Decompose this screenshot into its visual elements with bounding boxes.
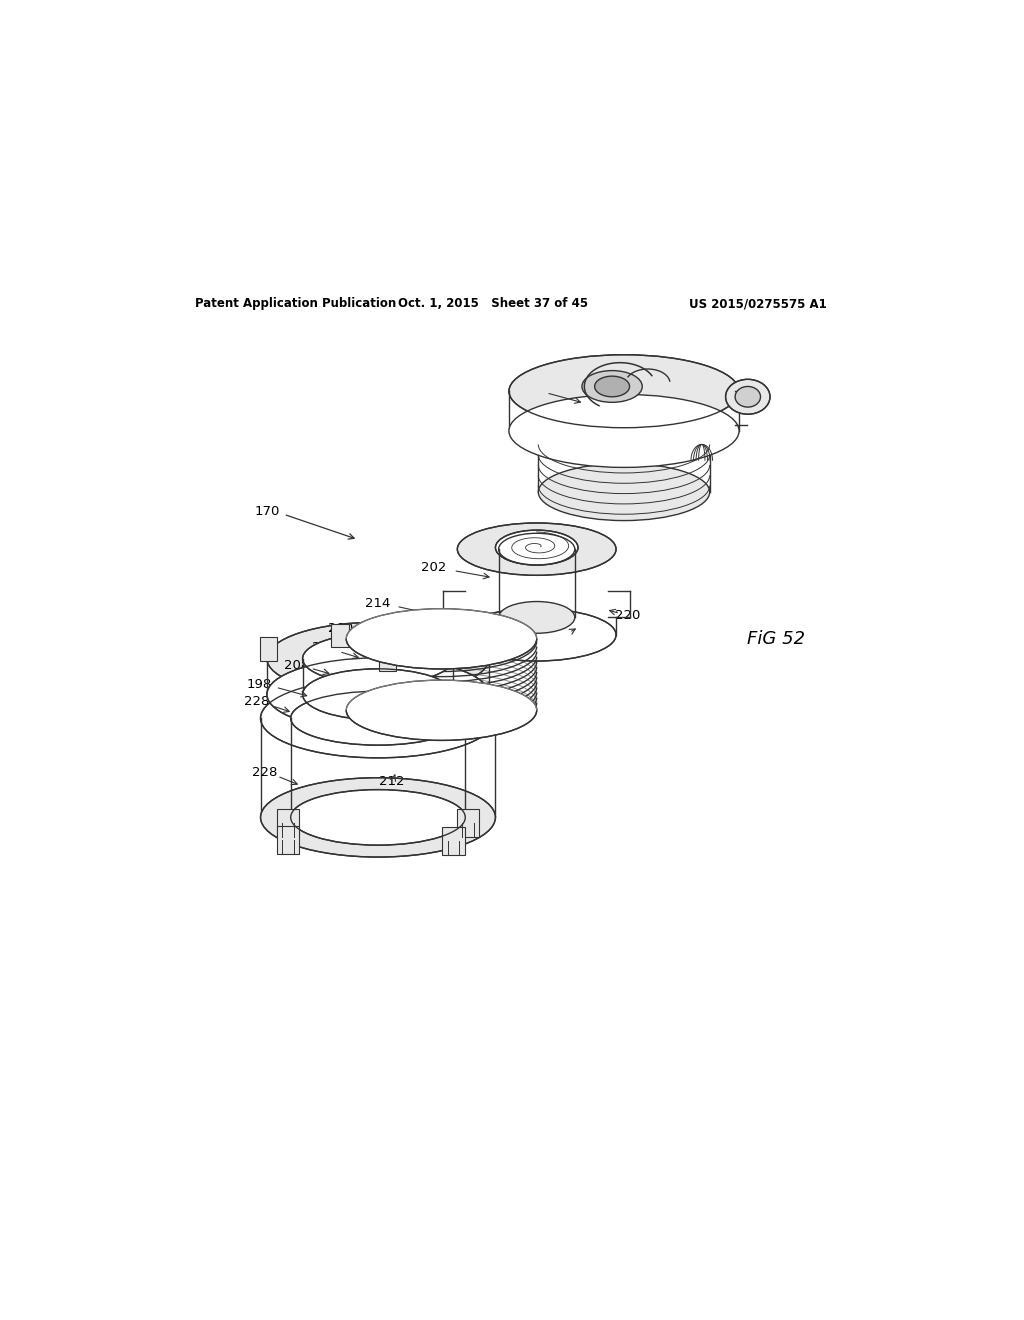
Ellipse shape	[458, 523, 616, 576]
Ellipse shape	[260, 678, 496, 758]
Ellipse shape	[458, 609, 616, 661]
Text: 210: 210	[312, 642, 338, 653]
Polygon shape	[276, 809, 299, 837]
Text: 198: 198	[247, 677, 271, 690]
Ellipse shape	[735, 387, 761, 407]
Ellipse shape	[499, 602, 574, 634]
Polygon shape	[457, 809, 479, 837]
Text: 170: 170	[254, 506, 280, 519]
Ellipse shape	[509, 355, 739, 428]
Text: 228: 228	[252, 766, 278, 779]
Text: 228: 228	[244, 696, 269, 708]
Ellipse shape	[346, 609, 537, 669]
Text: 202: 202	[421, 561, 446, 574]
Polygon shape	[260, 638, 278, 661]
Text: 206: 206	[480, 714, 506, 727]
Ellipse shape	[291, 789, 465, 845]
Ellipse shape	[499, 533, 574, 565]
Ellipse shape	[582, 371, 642, 403]
Ellipse shape	[346, 680, 537, 741]
Polygon shape	[331, 623, 349, 647]
Ellipse shape	[595, 376, 630, 397]
Text: 220: 220	[615, 609, 641, 622]
Ellipse shape	[496, 531, 578, 565]
Polygon shape	[470, 630, 487, 653]
Ellipse shape	[726, 379, 770, 414]
Text: 208: 208	[284, 659, 309, 672]
Text: 224: 224	[550, 628, 575, 642]
Ellipse shape	[267, 657, 489, 731]
Text: 214: 214	[366, 597, 391, 610]
Ellipse shape	[509, 395, 739, 467]
Text: US 2015/0275575 A1: US 2015/0275575 A1	[688, 297, 826, 310]
Text: FiG 52: FiG 52	[748, 630, 805, 648]
Polygon shape	[442, 828, 465, 855]
Text: Patent Application Publication: Patent Application Publication	[196, 297, 396, 310]
Ellipse shape	[539, 405, 710, 462]
Polygon shape	[379, 647, 396, 671]
Ellipse shape	[267, 622, 489, 696]
Polygon shape	[276, 826, 299, 854]
Ellipse shape	[291, 692, 465, 746]
Text: 216: 216	[471, 690, 497, 704]
Ellipse shape	[303, 669, 454, 719]
Ellipse shape	[260, 777, 496, 857]
Ellipse shape	[303, 634, 454, 684]
Text: Oct. 1, 2015   Sheet 37 of 45: Oct. 1, 2015 Sheet 37 of 45	[398, 297, 588, 310]
Text: 200: 200	[328, 622, 353, 635]
Text: 204: 204	[516, 384, 542, 397]
Ellipse shape	[539, 463, 710, 520]
Text: 212: 212	[379, 775, 404, 788]
